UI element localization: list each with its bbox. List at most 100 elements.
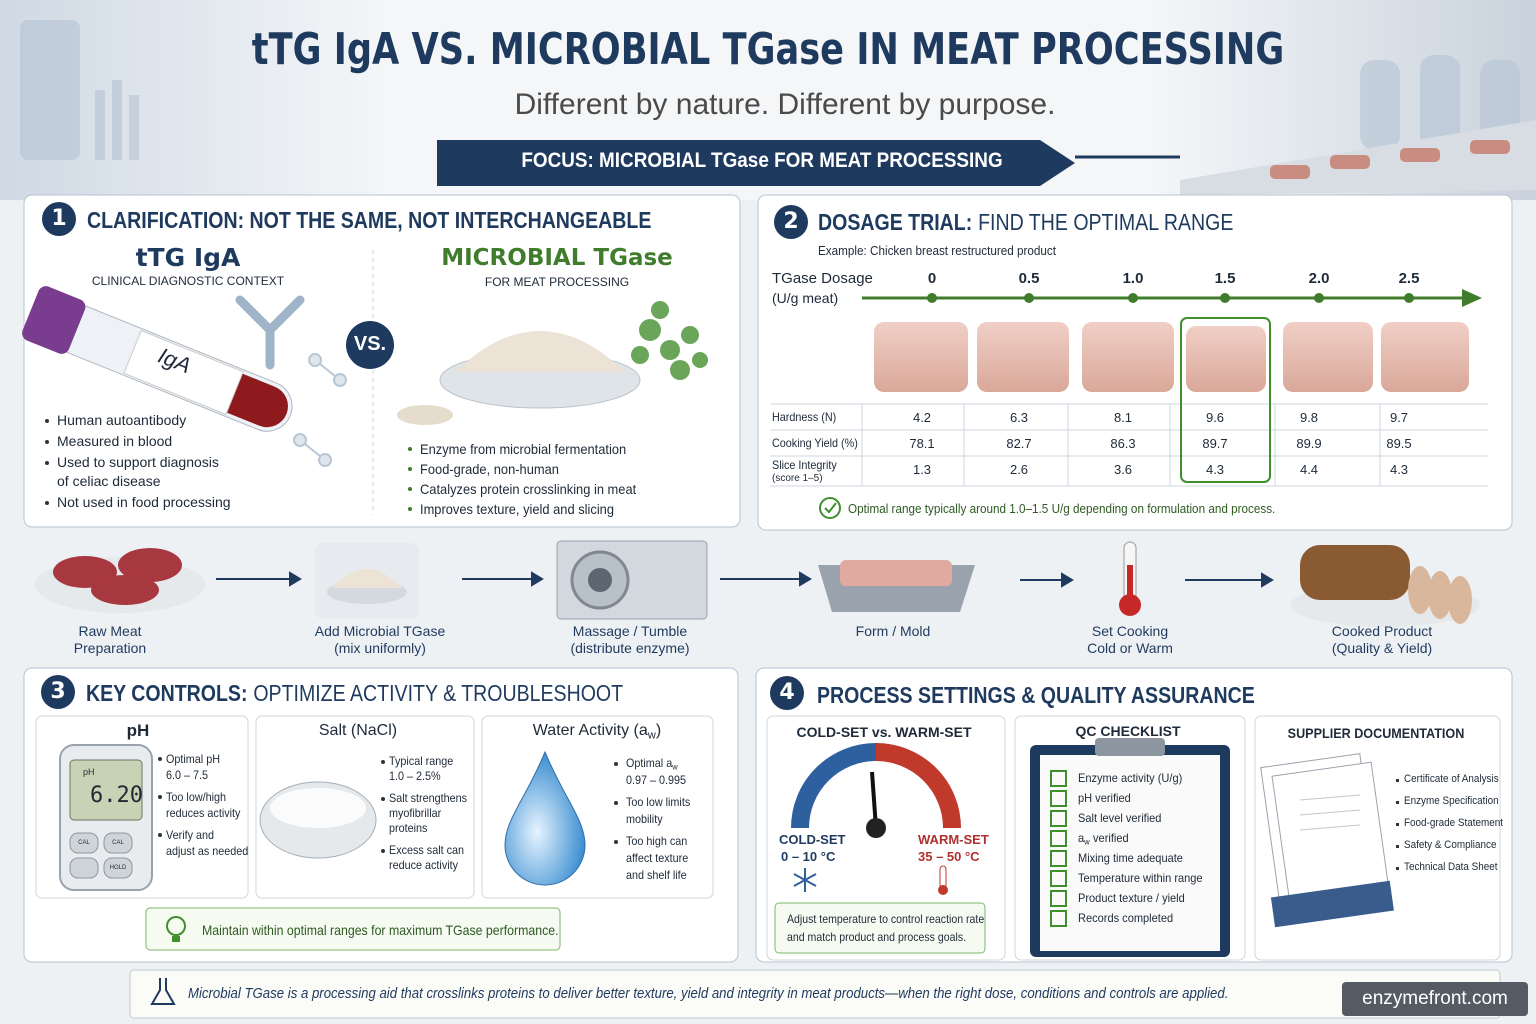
bullet-text: Not used in food processing (57, 494, 231, 510)
meter-reading: 6.20 (90, 783, 143, 808)
step-label: Form / Mold (855, 623, 931, 639)
card-title: QC CHECKLIST (1075, 723, 1181, 739)
row-label: Slice Integrity (772, 458, 837, 472)
dose-label: 1.0 (1122, 270, 1144, 287)
text-part: verified (1093, 831, 1129, 845)
bullet-text: Excess salt can (389, 843, 465, 857)
checklist-item: pH verified (1078, 791, 1131, 805)
step-label: Massage / Tumble (572, 623, 688, 639)
row-label: Hardness (N) (772, 410, 837, 424)
section-title: KEY CONTROLS: OPTIMIZE ACTIVITY & TROUBLE… (86, 680, 623, 707)
checklist-item: aw verified (1078, 831, 1129, 847)
bullet-text: 1.0 – 2.5% (389, 769, 441, 783)
bullet-dot (1396, 823, 1399, 826)
card-title: COLD-SET vs. WARM-SET (796, 724, 972, 740)
card-title: pH (126, 721, 150, 740)
page-subtitle: Different by nature. Different by purpos… (514, 88, 1056, 121)
bullet-dot (614, 761, 618, 766)
control-note: Maintain within optimal ranges for maxim… (202, 922, 559, 938)
bullet-dot (408, 467, 412, 471)
axis-unit: (U/g meat) (772, 290, 839, 306)
table-cell: 9.6 (1205, 410, 1225, 425)
watermark: enzymefront.com (1362, 988, 1508, 1009)
button-label: CAL (78, 840, 90, 846)
bullet-text: Used to support diagnosis (57, 454, 219, 470)
step-label: (distribute enzyme) (570, 640, 690, 656)
bullet-text: Optimal pH (166, 752, 221, 766)
card-title: Salt (NaCl) (318, 722, 398, 739)
warm-label: WARM-SET (918, 832, 989, 847)
table-cell: 4.2 (912, 410, 932, 425)
bullet-text: Verify and (166, 828, 215, 842)
column-subtitle: FOR MEAT PROCESSING (484, 275, 630, 289)
doc-item: Technical Data Sheet (1404, 861, 1498, 873)
page-title: tTG IgA VS. MICROBIAL TGase IN MEAT PROC… (251, 24, 1285, 75)
section-title: CLARIFICATION: NOT THE SAME, NOT INTERCH… (87, 207, 652, 233)
vs-badge: VS. (353, 333, 387, 355)
table-cell: 89.9 (1296, 436, 1322, 451)
cold-label: COLD-SET (779, 832, 846, 847)
checklist-item: Records completed (1078, 911, 1174, 925)
row-label: Cooking Yield (%) (772, 436, 858, 450)
table-cell: 89.7 (1202, 436, 1228, 451)
section-number: 4 (779, 680, 795, 705)
table-cell: 1.3 (912, 462, 932, 477)
bullet-dot (1396, 845, 1399, 848)
table-cell: 8.1 (1113, 410, 1133, 425)
row-sublabel: (score 1–5) (772, 473, 823, 484)
doc-item: Enzyme Specification (1404, 795, 1499, 807)
title-rest: OPTIMIZE ACTIVITY & TROUBLESHOOT (253, 680, 624, 706)
bullet-text: 0.97 – 0.995 (626, 773, 687, 787)
gauge-note: Adjust temperature to control reaction r… (787, 912, 985, 926)
cold-range: 0 – 10 °C (781, 849, 836, 864)
table-cell: 3.6 (1113, 462, 1133, 477)
bullet-text: Enzyme from microbial fermentation (420, 441, 627, 457)
table-cell: 9.7 (1389, 410, 1409, 425)
table-cell: 4.4 (1299, 462, 1319, 477)
card-title: Water Activity (aw) (533, 722, 661, 741)
text-part: a (1078, 831, 1085, 845)
subscript: w (1084, 836, 1090, 847)
title-rest: FIND THE OPTIMAL RANGE (978, 209, 1234, 235)
bullet-dot (381, 848, 385, 853)
bullet-dot (45, 460, 49, 465)
doc-item: Certificate of Analysis (1404, 773, 1499, 785)
axis-label: TGase Dosage (772, 270, 873, 287)
bullet-text: Measured in blood (57, 433, 173, 449)
table-cell: 4.3 (1389, 462, 1409, 477)
text-part: Water Activity (a (532, 722, 648, 739)
doc-item: Food-grade Statement (1404, 817, 1504, 829)
checklist-item: Enzyme activity (U/g) (1078, 771, 1183, 785)
doc-item: Safety & Compliance (1404, 839, 1497, 851)
bullet-text: of celiac disease (57, 473, 161, 489)
column-title: MICROBIAL TGase (441, 245, 673, 271)
bullet-dot (1396, 801, 1399, 804)
bullet-dot (158, 757, 162, 761)
bullet-text: Food-grade, non-human (420, 461, 559, 477)
table-cell: 89.5 (1386, 436, 1412, 451)
bullet-text: affect texture (626, 851, 689, 865)
step-label: Set Cooking (1091, 623, 1169, 639)
bullet-dot (1396, 779, 1399, 782)
bullet-text: proteins (389, 821, 428, 835)
bullet-text: Typical range (389, 754, 454, 768)
card-title: SUPPLIER DOCUMENTATION (1287, 725, 1465, 741)
title-bold: KEY CONTROLS: (86, 680, 248, 706)
bullet-text: 6.0 – 7.5 (166, 768, 209, 782)
bullet-dot (158, 833, 162, 837)
bullet-text: Too low limits (626, 795, 691, 809)
bullet-text: Improves texture, yield and slicing (420, 501, 615, 517)
bullet-text: Human autoantibody (57, 412, 187, 428)
step-label: Preparation (73, 640, 147, 656)
bullet-dot (408, 447, 412, 451)
bullet-text: myofibrillar (389, 806, 442, 820)
table-cell: 4.3 (1205, 462, 1225, 477)
step-label: Cooked Product (1331, 623, 1433, 639)
bullet-text: adjust as needed (166, 844, 249, 858)
bullet-text: Salt strengthens (389, 791, 468, 805)
button-label: HOLD (109, 865, 127, 871)
bullet-dot (408, 507, 412, 511)
step-label: Add Microbial TGase (314, 623, 446, 639)
bullet-dot (158, 795, 162, 799)
